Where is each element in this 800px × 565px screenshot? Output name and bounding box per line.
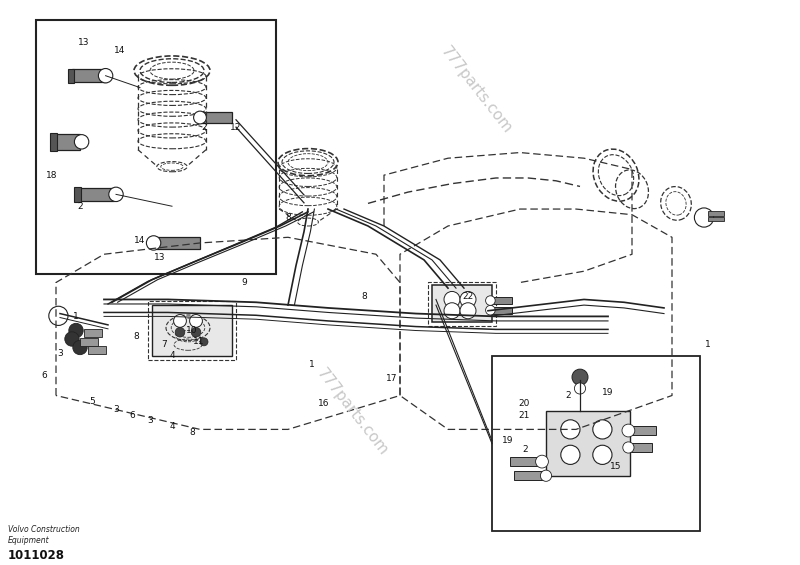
Circle shape — [175, 328, 185, 337]
Text: 19: 19 — [602, 388, 614, 397]
Bar — [630, 426, 656, 435]
Bar — [514, 471, 546, 480]
Circle shape — [574, 383, 586, 394]
Text: 12: 12 — [230, 123, 242, 132]
Bar — [84, 329, 102, 337]
Circle shape — [460, 303, 476, 319]
Bar — [74, 187, 81, 202]
Text: 5: 5 — [89, 397, 95, 406]
Bar — [78, 188, 114, 201]
Text: 20: 20 — [518, 399, 530, 408]
Text: 8: 8 — [133, 332, 139, 341]
Circle shape — [69, 323, 83, 338]
Bar — [80, 338, 98, 346]
Circle shape — [622, 442, 634, 453]
Text: 6: 6 — [41, 371, 47, 380]
Circle shape — [622, 424, 635, 437]
Text: 17: 17 — [386, 374, 398, 383]
Circle shape — [541, 470, 552, 481]
Text: 777parts.com: 777parts.com — [438, 44, 514, 137]
Text: 1011028: 1011028 — [8, 549, 65, 562]
Text: 3: 3 — [113, 405, 119, 414]
Text: 8: 8 — [361, 292, 367, 301]
Bar — [72, 69, 106, 82]
Bar — [36, 20, 276, 274]
Text: 2: 2 — [522, 445, 529, 454]
Text: 21: 21 — [518, 411, 530, 420]
Bar — [428, 282, 496, 326]
Text: 4: 4 — [169, 422, 175, 431]
Bar — [88, 346, 106, 354]
Text: 14: 14 — [114, 46, 126, 55]
Text: 4: 4 — [169, 351, 175, 360]
Circle shape — [694, 208, 714, 227]
Text: 2: 2 — [77, 202, 83, 211]
Text: 777parts.com: 777parts.com — [314, 366, 390, 459]
Text: Volvo Construction
Equipment: Volvo Construction Equipment — [8, 525, 80, 545]
Text: 9: 9 — [241, 278, 247, 287]
Circle shape — [486, 296, 495, 305]
Bar — [68, 69, 74, 83]
Text: 7: 7 — [161, 340, 167, 349]
Circle shape — [174, 315, 186, 327]
Bar — [492, 297, 512, 304]
Text: 1: 1 — [309, 360, 315, 369]
Text: 16: 16 — [318, 399, 330, 408]
Text: 13: 13 — [78, 38, 90, 47]
Text: 11: 11 — [193, 337, 204, 346]
Circle shape — [444, 303, 460, 319]
Circle shape — [444, 292, 460, 307]
Bar — [432, 285, 492, 322]
Circle shape — [200, 338, 208, 346]
Text: 10: 10 — [186, 326, 198, 335]
Text: 2: 2 — [565, 391, 571, 400]
Circle shape — [74, 134, 89, 149]
Circle shape — [73, 340, 87, 355]
Circle shape — [49, 306, 68, 325]
Circle shape — [572, 369, 588, 385]
Circle shape — [65, 332, 79, 346]
Circle shape — [593, 420, 612, 439]
Text: 3: 3 — [57, 349, 63, 358]
Circle shape — [593, 445, 612, 464]
Circle shape — [109, 187, 123, 202]
Circle shape — [191, 328, 201, 337]
Circle shape — [486, 306, 495, 315]
Bar — [708, 211, 724, 216]
Bar — [152, 305, 232, 356]
Circle shape — [194, 111, 206, 124]
Bar — [708, 217, 724, 221]
Bar — [546, 411, 630, 476]
Text: 3: 3 — [147, 416, 154, 425]
Bar — [630, 443, 653, 452]
Bar — [50, 133, 57, 151]
Bar — [202, 112, 232, 123]
Text: 1: 1 — [705, 340, 711, 349]
Text: 8: 8 — [189, 428, 195, 437]
Text: 22: 22 — [462, 292, 474, 301]
Circle shape — [561, 420, 580, 439]
Text: 8: 8 — [285, 213, 291, 222]
Circle shape — [460, 292, 476, 307]
Circle shape — [98, 68, 113, 83]
Text: 18: 18 — [46, 171, 58, 180]
Bar — [492, 307, 512, 314]
Bar — [492, 356, 700, 531]
Bar — [148, 301, 236, 360]
Bar — [156, 237, 200, 249]
Circle shape — [536, 455, 549, 468]
Circle shape — [561, 445, 580, 464]
Text: 2: 2 — [201, 123, 207, 132]
Text: 6: 6 — [129, 411, 135, 420]
Text: 13: 13 — [154, 253, 166, 262]
Text: 14: 14 — [134, 236, 146, 245]
Text: 19: 19 — [502, 436, 514, 445]
Text: 15: 15 — [610, 462, 622, 471]
Bar — [510, 457, 542, 466]
Circle shape — [190, 315, 202, 327]
Bar — [54, 134, 80, 150]
Text: 1: 1 — [73, 312, 79, 321]
Circle shape — [146, 236, 161, 250]
